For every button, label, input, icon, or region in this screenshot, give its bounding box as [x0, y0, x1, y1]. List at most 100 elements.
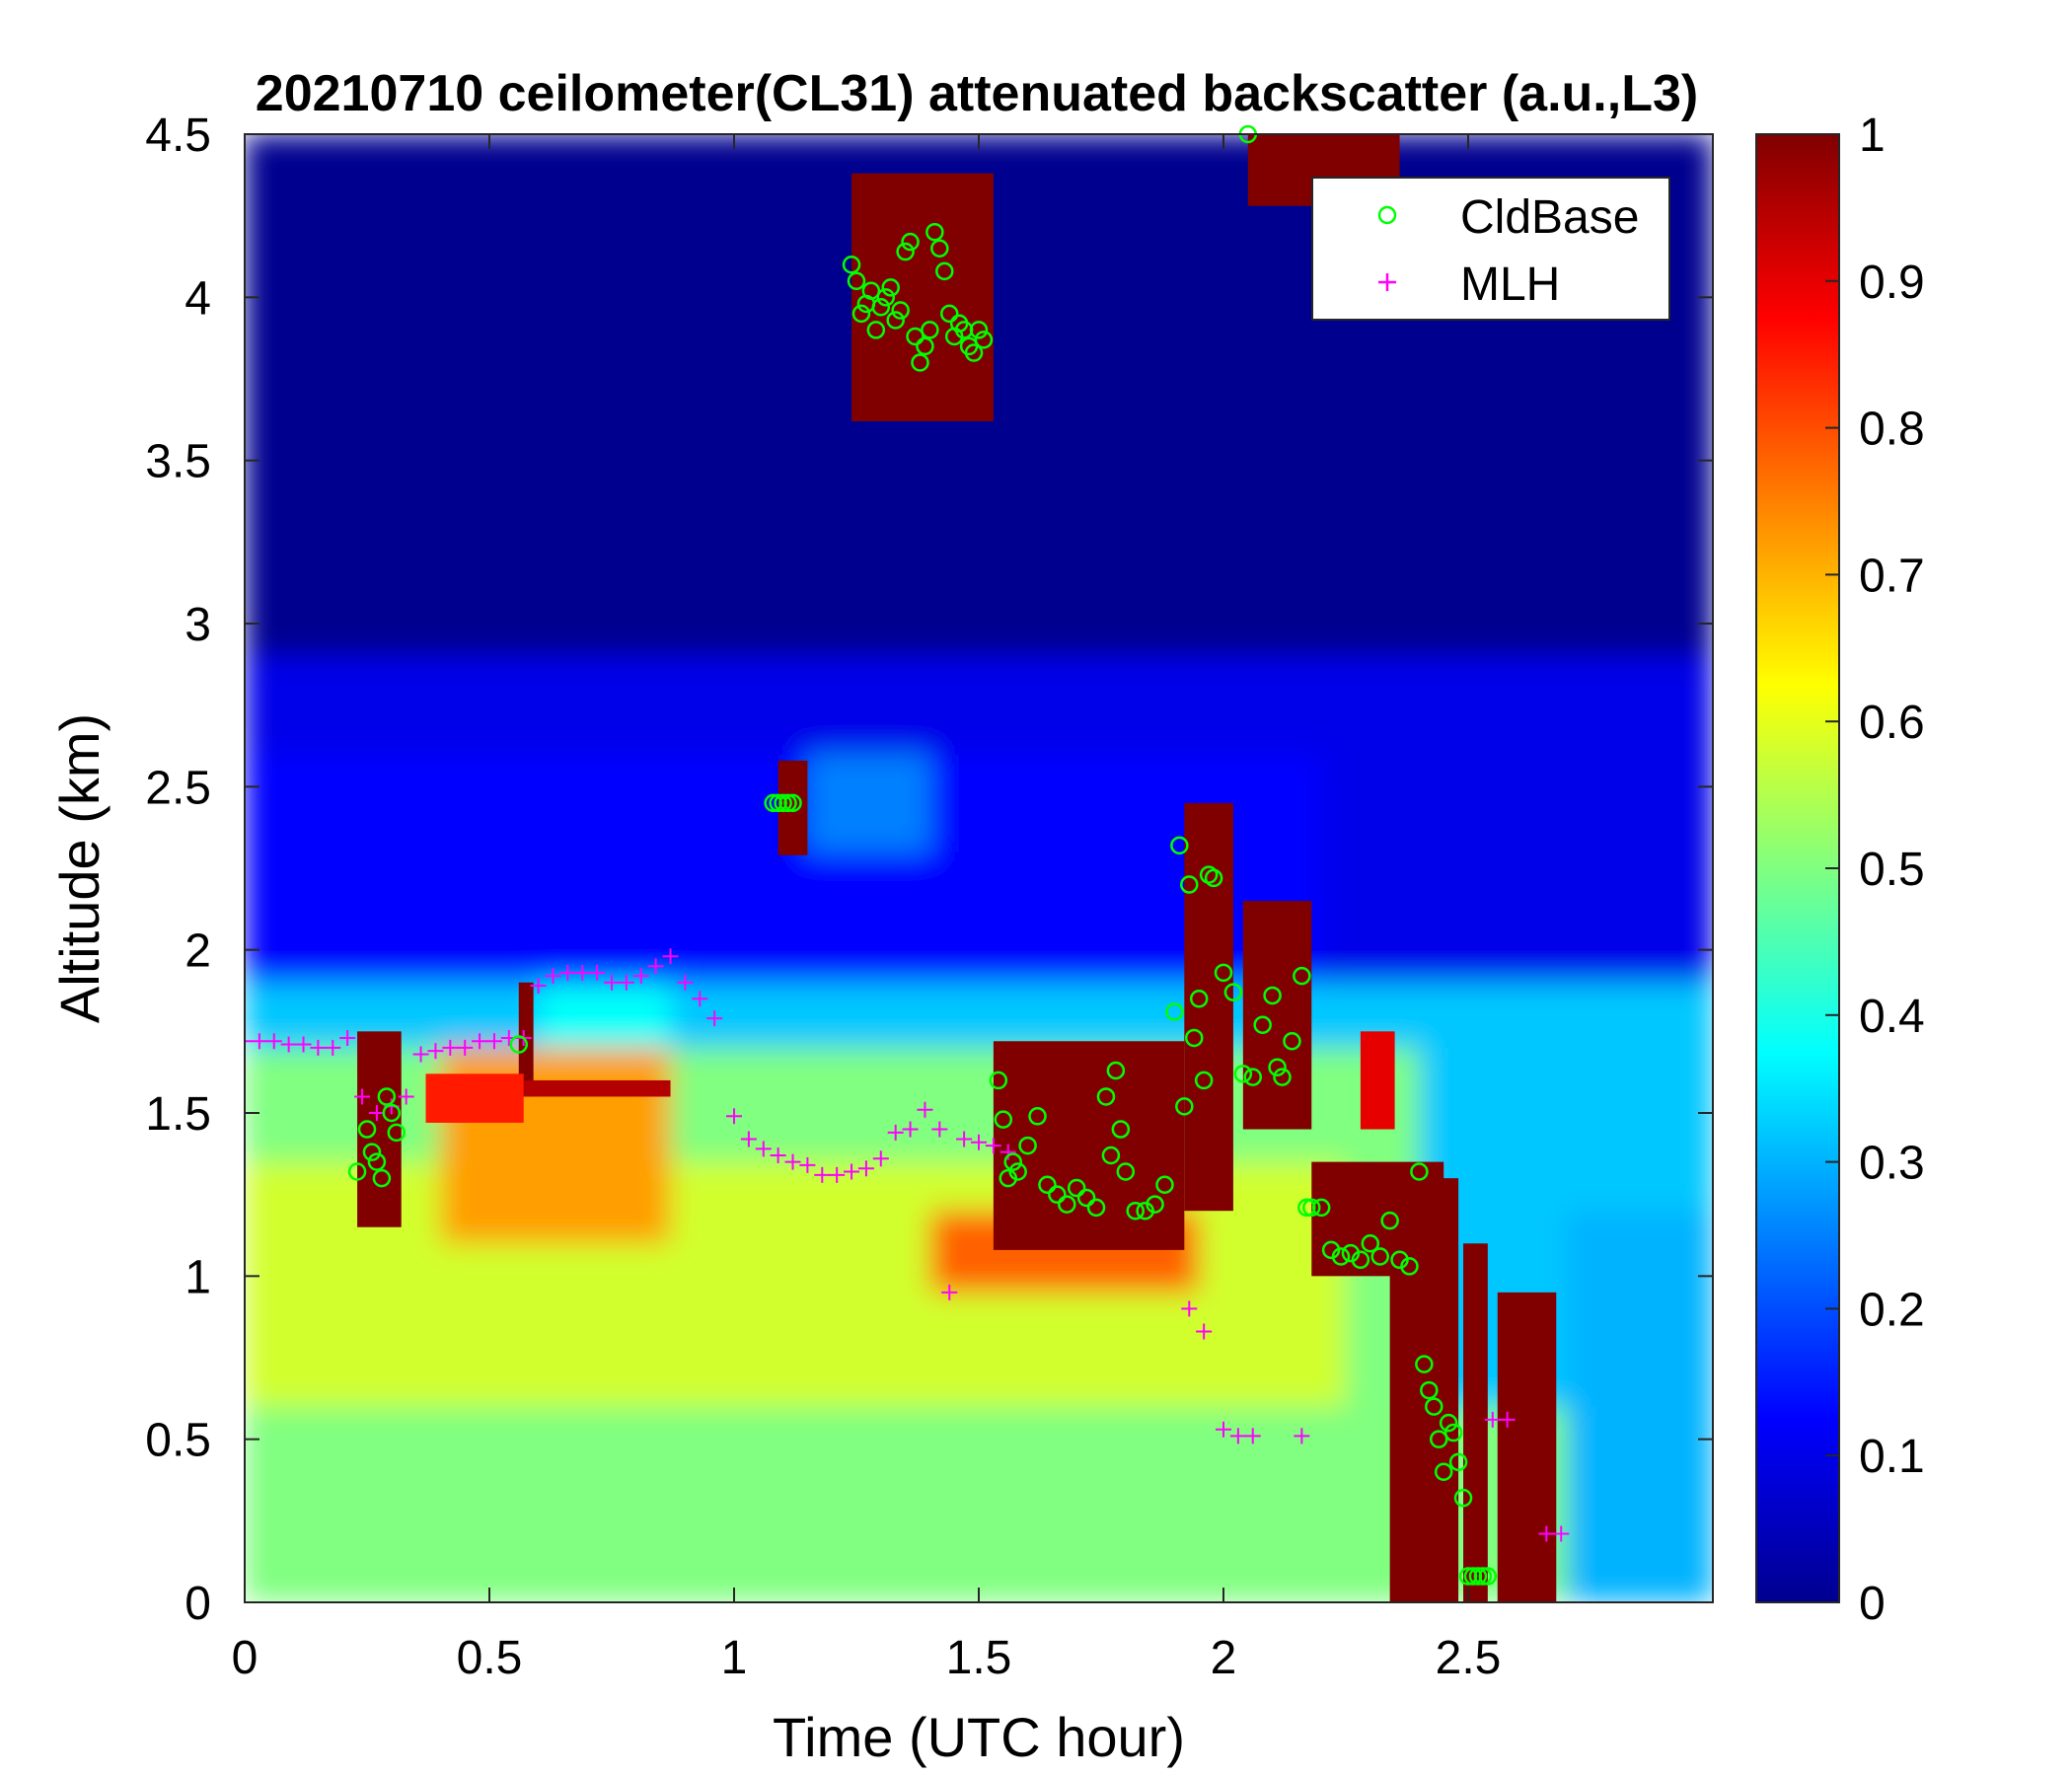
- cldbase-point: [1311, 1198, 1331, 1218]
- cldbase-point: [969, 321, 989, 339]
- y-tick-label: 3.5: [145, 436, 211, 488]
- y-tick-label: 4: [185, 272, 211, 325]
- cldbase-point: [1155, 1175, 1174, 1194]
- mlh-point: [545, 968, 561, 985]
- cldbase-point: [509, 1035, 529, 1054]
- cldbase-point: [1331, 1247, 1351, 1266]
- cldbase-point: [1116, 1162, 1136, 1181]
- cldbase-point: [1429, 1430, 1448, 1448]
- cldbase-point: [1126, 1201, 1145, 1221]
- cldbase-point: [1443, 1423, 1463, 1443]
- mlh-series: [245, 948, 1570, 1542]
- cldbase-point: [1302, 1198, 1321, 1218]
- cldbase-point: [851, 304, 871, 324]
- cldbase-point: [994, 1110, 1013, 1129]
- backscatter-region: [245, 1406, 1713, 1602]
- colorbar-ticks: 0 0.1 0.2 0.3 0.4 0.5 0.6 0.7 0.8 0.9 1: [1825, 110, 1925, 1630]
- cldbase-point: [1165, 1002, 1184, 1021]
- mlh-point: [530, 978, 547, 995]
- mlh-point: [1244, 1428, 1261, 1444]
- legend-cldbase-label: CldBase: [1460, 191, 1639, 244]
- colorbar-tick-label: 0.6: [1859, 697, 1925, 749]
- y-tick-label: 2.5: [145, 762, 211, 814]
- cldbase-point: [964, 343, 984, 362]
- mlh-point: [1538, 1525, 1555, 1542]
- mlh-point: [280, 1036, 297, 1053]
- mlh-point: [368, 1105, 385, 1121]
- mlh-point: [1229, 1428, 1246, 1444]
- cldbase-point: [1420, 1380, 1439, 1400]
- cldbase-point: [916, 336, 934, 356]
- cldbase-point: [1096, 1087, 1116, 1106]
- cldbase-point: [930, 239, 949, 258]
- mlh-point: [677, 974, 694, 991]
- cldbase-point: [1146, 1195, 1164, 1214]
- y-axis: 0 0.5 1 1.5 2 2.5 3 3.5 4 4.5: [145, 110, 1713, 1630]
- mlh-point: [618, 974, 634, 991]
- cldbase-point: [1003, 1152, 1022, 1171]
- cldbase-point: [1101, 1146, 1121, 1165]
- cloud-region: [993, 1041, 1185, 1250]
- mlh-point: [485, 1033, 502, 1050]
- mlh-point: [251, 1033, 267, 1050]
- chart-title: 20210710 ceilometer(CL31) attenuated bac…: [256, 65, 1698, 122]
- cloud-region: [1497, 1292, 1557, 1602]
- mlh-point: [1553, 1525, 1570, 1542]
- cldbase-point: [911, 353, 929, 372]
- cldbase-point: [1189, 990, 1209, 1008]
- mlh-point: [1484, 1411, 1501, 1428]
- cldbase-point: [921, 321, 939, 339]
- cldbase-point: [362, 1143, 382, 1161]
- cldbase-point: [783, 793, 802, 813]
- cldbase-point: [1018, 1136, 1037, 1155]
- mlh-point: [245, 1033, 253, 1050]
- x-tick-label: 1.5: [946, 1632, 1012, 1684]
- cldbase-point: [1253, 1015, 1272, 1034]
- cldbase-point: [1175, 1097, 1194, 1116]
- mlh-point: [706, 1010, 723, 1027]
- cldbase-point: [347, 1162, 367, 1181]
- cloud-region: [1463, 1243, 1488, 1602]
- x-tick-label: 2.5: [1436, 1632, 1502, 1684]
- mlh-point: [755, 1141, 772, 1157]
- cloud-region: [1242, 901, 1312, 1130]
- mlh-point: [442, 1039, 459, 1056]
- cldbase-point: [1223, 983, 1243, 1001]
- cldbase-point: [1184, 1028, 1204, 1048]
- cldbase-point: [989, 1071, 1008, 1090]
- y-tick-label: 3: [185, 599, 211, 651]
- mlh-point: [917, 1101, 933, 1118]
- colorbar: 0 0.1 0.2 0.3 0.4 0.5 0.6 0.7 0.8 0.9 1: [1755, 110, 1925, 1630]
- colorbar-tick-label: 0.7: [1859, 550, 1925, 602]
- x-tick-label: 0.5: [457, 1632, 523, 1684]
- mlh-point: [265, 1033, 282, 1050]
- mlh-point: [941, 1284, 958, 1300]
- mlh-point: [295, 1036, 312, 1053]
- backscatter-field: [245, 134, 1713, 1602]
- cldbase-series: [347, 124, 1498, 1586]
- y-tick-label: 0: [185, 1578, 211, 1630]
- colorbar-tick-label: 0.8: [1859, 404, 1925, 456]
- cldbase-point: [1415, 1355, 1434, 1373]
- mlh-point: [559, 964, 576, 981]
- x-tick-label: 1: [721, 1632, 748, 1684]
- cldbase-point: [876, 288, 896, 307]
- colorbar-tick-label: 0: [1859, 1578, 1886, 1630]
- cldbase-point: [1439, 1413, 1458, 1433]
- cldbase-point: [906, 327, 925, 346]
- legend-cldbase-marker: [1377, 205, 1397, 225]
- mlh-point: [784, 1153, 801, 1170]
- cldbase-point: [1038, 1175, 1057, 1194]
- mlh-point: [412, 1046, 429, 1063]
- cldbase-point: [1263, 986, 1282, 1005]
- cldbase-point: [939, 304, 959, 324]
- y-tick-label: 4.5: [145, 110, 211, 162]
- cloud-region: [357, 1031, 402, 1227]
- mlh-point: [844, 1163, 860, 1180]
- mlh-point: [427, 1043, 444, 1060]
- mlh-point: [985, 1138, 1001, 1154]
- mlh-point: [472, 1033, 488, 1050]
- cldbase-point: [1268, 1058, 1287, 1076]
- backscatter-region: [807, 754, 930, 852]
